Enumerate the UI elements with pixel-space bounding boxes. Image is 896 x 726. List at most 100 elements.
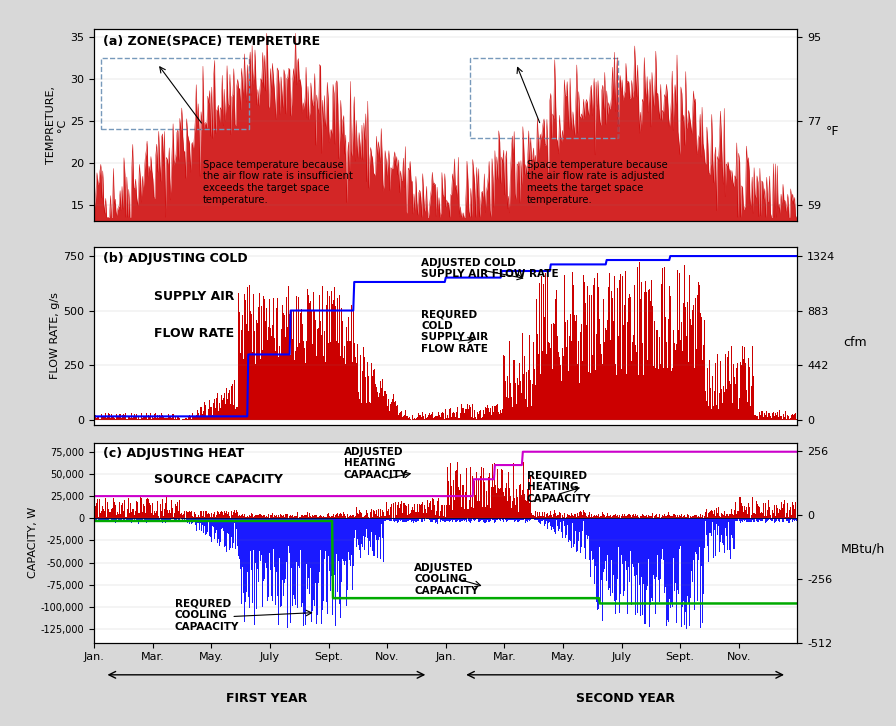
Bar: [305, 363, 306, 420]
Bar: [285, 514, 287, 518]
Bar: [456, 412, 457, 420]
Bar: [295, 351, 296, 420]
Bar: [489, 508, 491, 518]
Bar: [637, 518, 638, 613]
Bar: [608, 518, 609, 590]
Bar: [413, 510, 415, 518]
Bar: [539, 374, 540, 420]
Bar: [322, 286, 323, 420]
Bar: [243, 515, 244, 518]
Bar: [283, 518, 284, 595]
Bar: [245, 517, 246, 518]
Bar: [735, 510, 736, 518]
Bar: [146, 499, 147, 518]
Bar: [436, 518, 437, 523]
Bar: [494, 486, 495, 518]
Bar: [769, 507, 770, 518]
Bar: [281, 518, 282, 605]
Bar: [270, 518, 271, 570]
Bar: [517, 518, 518, 523]
Bar: [709, 406, 710, 420]
Bar: [754, 518, 755, 519]
Bar: [601, 518, 602, 580]
Bar: [190, 512, 191, 518]
Bar: [508, 399, 509, 420]
Bar: [525, 518, 526, 523]
Bar: [634, 285, 635, 420]
Bar: [262, 515, 263, 518]
Bar: [142, 518, 143, 519]
Bar: [675, 350, 676, 420]
Bar: [318, 518, 319, 583]
Bar: [583, 510, 584, 518]
Bar: [190, 518, 191, 520]
Bar: [537, 334, 538, 420]
Bar: [738, 511, 739, 518]
Bar: [98, 417, 99, 420]
Bar: [595, 518, 596, 566]
Bar: [609, 518, 610, 588]
Bar: [151, 513, 152, 518]
Bar: [677, 515, 678, 518]
Bar: [576, 517, 577, 518]
Bar: [256, 320, 257, 420]
Bar: [125, 413, 126, 420]
Bar: [320, 518, 321, 550]
Bar: [194, 518, 195, 525]
Bar: [763, 503, 764, 518]
Bar: [204, 518, 205, 526]
Bar: [183, 514, 185, 518]
Bar: [406, 416, 407, 420]
Bar: [381, 518, 382, 523]
Bar: [424, 419, 425, 420]
Bar: [518, 512, 519, 518]
Bar: [530, 518, 531, 520]
Bar: [309, 513, 310, 518]
Bar: [443, 412, 444, 420]
Bar: [682, 517, 684, 518]
Bar: [257, 322, 258, 420]
Bar: [607, 320, 608, 420]
Bar: [408, 418, 409, 420]
Bar: [191, 419, 192, 420]
Bar: [269, 518, 270, 553]
Bar: [620, 518, 621, 594]
Bar: [741, 502, 742, 518]
Bar: [712, 511, 713, 518]
Bar: [101, 414, 102, 420]
Bar: [232, 384, 233, 420]
Bar: [517, 497, 518, 518]
Bar: [241, 518, 242, 603]
Bar: [329, 515, 330, 518]
Bar: [611, 516, 612, 518]
Bar: [364, 347, 365, 420]
Bar: [565, 517, 566, 518]
Bar: [684, 303, 685, 420]
Bar: [753, 376, 754, 420]
Bar: [578, 341, 579, 420]
Bar: [740, 362, 741, 420]
Bar: [768, 499, 769, 518]
Bar: [469, 509, 470, 518]
Bar: [463, 413, 464, 420]
Bar: [500, 518, 501, 521]
Bar: [456, 518, 457, 522]
Bar: [254, 518, 255, 602]
Bar: [645, 516, 646, 518]
Bar: [236, 518, 237, 550]
Bar: [297, 298, 299, 420]
Bar: [472, 476, 473, 518]
Bar: [106, 417, 108, 420]
Bar: [282, 518, 283, 579]
Bar: [512, 501, 513, 518]
Text: SECOND YEAR: SECOND YEAR: [575, 693, 675, 706]
Bar: [189, 518, 190, 524]
Bar: [186, 518, 187, 521]
Bar: [534, 518, 535, 521]
Bar: [487, 476, 488, 518]
Bar: [347, 341, 348, 420]
Bar: [254, 352, 255, 420]
Bar: [153, 518, 154, 520]
Bar: [361, 513, 362, 518]
Bar: [553, 323, 554, 420]
